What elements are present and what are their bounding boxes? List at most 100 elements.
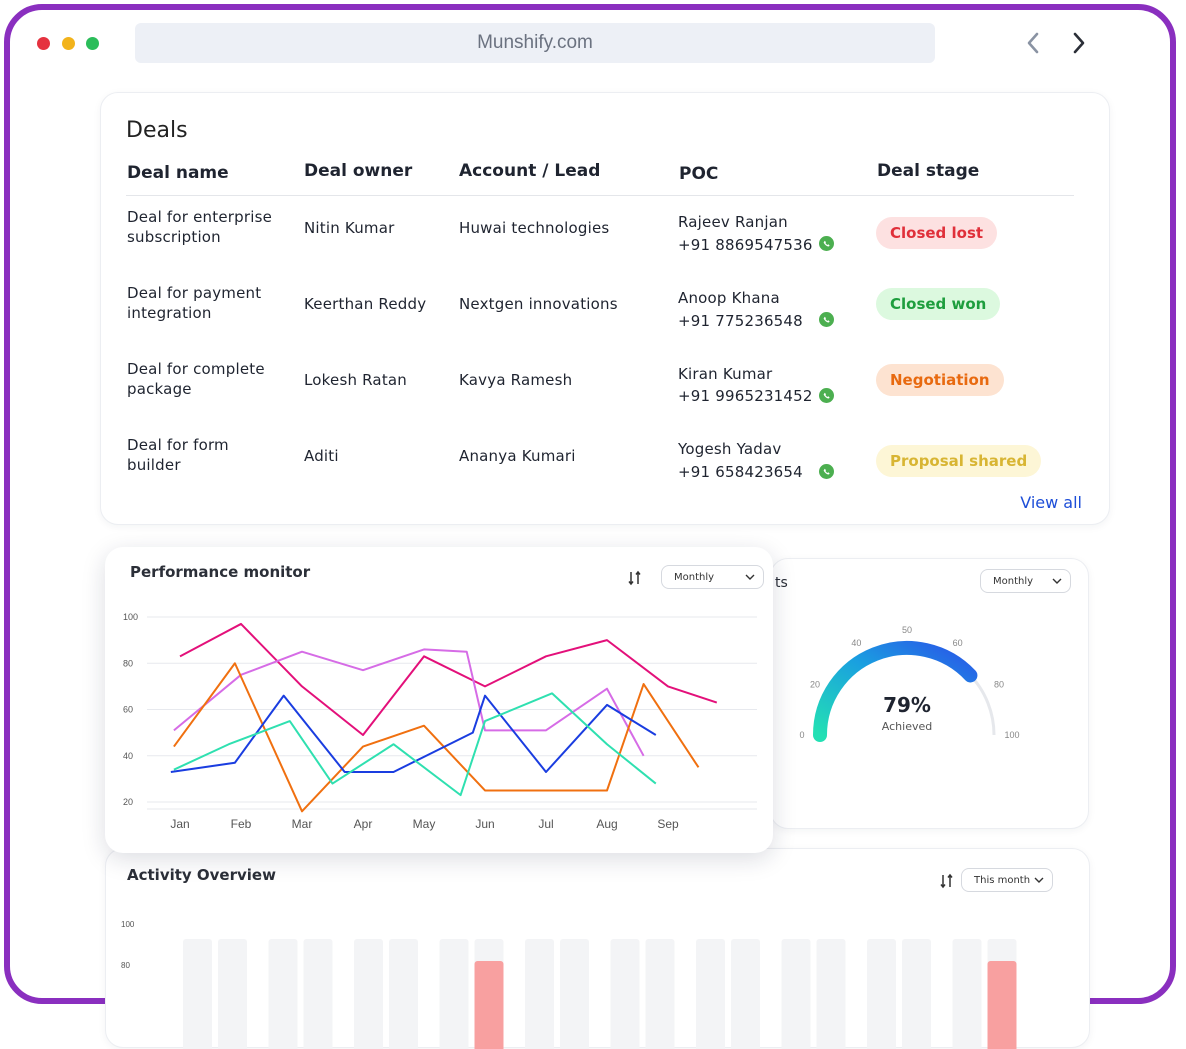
stage-badge: Closed lost — [876, 217, 998, 249]
target-gauge-card: ts Monthly 0 20 40 50 60 80 100 79% Achieved — [770, 558, 1089, 829]
whatsapp-icon[interactable] — [819, 312, 834, 327]
y-tick-label: 80 — [121, 961, 130, 970]
performance-line-chart: 100 80 60 40 20 Jan Feb Mar Apr May Jun Jul Aug Sep — [123, 612, 757, 831]
series-line-orange — [173, 662, 700, 813]
x-tick-label: Jun — [475, 817, 494, 831]
chevron-down-icon — [1052, 578, 1062, 584]
deal-name-line-1: Deal for complete — [127, 360, 265, 378]
deal-owner: Nitin Kumar — [304, 219, 395, 237]
deal-owner: Keerthan Reddy — [304, 295, 427, 313]
activity-bar-background — [816, 939, 846, 1049]
deal-name-line-1: Deal for payment — [127, 284, 262, 302]
gauge-value-arc — [813, 641, 978, 742]
poc-phone: +91 658423654 — [678, 463, 803, 481]
poc-phone: +91 9965231452 — [678, 387, 813, 405]
activity-bar-background — [268, 939, 298, 1049]
gauge-tick-label: 100 — [1004, 730, 1019, 740]
x-tick-label: Mar — [292, 817, 313, 831]
y-tick-label: 100 — [123, 612, 138, 622]
y-tick-label: 20 — [123, 797, 133, 807]
activity-bar-background — [867, 939, 896, 1049]
chevron-right-icon — [1073, 32, 1085, 54]
forward-button[interactable] — [1064, 28, 1094, 58]
activity-bar-background — [354, 939, 383, 1049]
deal-account: Nextgen innovations — [459, 295, 618, 313]
activity-bar-background — [696, 939, 725, 1049]
deal-name-line-2: subscription — [127, 228, 221, 246]
activity-bar-background — [560, 939, 589, 1049]
deal-name-line-1: Deal for form — [127, 436, 229, 454]
activity-bar-background — [610, 939, 640, 1049]
chevron-down-icon — [745, 574, 755, 580]
activity-bar-background — [781, 939, 811, 1049]
back-button[interactable] — [1018, 28, 1048, 58]
poc-name: Yogesh Yadav — [678, 440, 782, 458]
whatsapp-icon[interactable] — [819, 464, 834, 479]
poc-phone: +91 8869547536 — [678, 236, 813, 254]
whatsapp-icon[interactable] — [819, 388, 834, 403]
poc-name: Kiran Kumar — [678, 365, 773, 383]
activity-period-value: This month — [974, 874, 1031, 886]
activity-bar-background — [218, 939, 247, 1049]
activity-bar-chart: 100 80 — [121, 920, 1017, 1049]
maximize-window-dot[interactable] — [86, 37, 99, 50]
x-tick-label: Jul — [538, 817, 553, 831]
activity-bar-background — [303, 939, 333, 1049]
activity-period-select[interactable]: This month — [961, 868, 1053, 892]
x-tick-label: Feb — [231, 817, 252, 831]
close-window-dot[interactable] — [37, 37, 50, 50]
gauge-period-select[interactable]: Monthly — [980, 569, 1071, 593]
deal-account: Ananya Kumari — [459, 447, 576, 465]
gauge-card-title: ts — [775, 575, 788, 591]
stage-badge: Negotiation — [876, 364, 1004, 396]
poc-name: Anoop Khana — [678, 289, 780, 307]
stage-badge: Proposal shared — [876, 445, 1042, 477]
stage-badge: Closed won — [876, 288, 1001, 320]
url-bar[interactable]: Munshify.com — [135, 23, 935, 63]
header-divider — [126, 195, 1074, 196]
activity-bar-background — [183, 939, 212, 1049]
filter-icon[interactable] — [627, 570, 643, 586]
view-all-link[interactable]: View all — [1020, 493, 1082, 512]
performance-period-value: Monthly — [674, 571, 715, 583]
deal-owner: Lokesh Ratan — [304, 371, 408, 389]
gauge-tick-label: 80 — [994, 679, 1004, 689]
chevron-down-icon — [1034, 877, 1044, 883]
activity-bar-highlight — [987, 961, 1017, 1049]
y-tick-label: 100 — [121, 920, 135, 929]
gauge-period-value: Monthly — [993, 575, 1034, 587]
activity-bar-background — [389, 939, 418, 1049]
column-account-lead: Account / Lead — [459, 161, 601, 181]
performance-period-select[interactable]: Monthly — [661, 565, 764, 589]
activity-title: Activity Overview — [127, 866, 276, 884]
deal-account: Kavya Ramesh — [459, 371, 573, 389]
series-line-magenta — [179, 622, 718, 736]
x-tick-label: Sep — [657, 817, 679, 831]
activity-bar-background — [952, 939, 982, 1049]
gauge-chart: 0 20 40 50 60 80 100 79% Achieved — [799, 625, 1020, 742]
minimize-window-dot[interactable] — [62, 37, 75, 50]
column-deal-stage: Deal stage — [877, 161, 980, 181]
deal-name-line-2: integration — [127, 304, 212, 322]
chevron-left-icon — [1027, 32, 1039, 54]
activity-bar-background — [902, 939, 931, 1049]
x-tick-label: Aug — [596, 817, 617, 831]
column-deal-name: Deal name — [127, 163, 229, 183]
series-line-violet — [173, 648, 645, 757]
series-line-blue — [170, 694, 657, 773]
poc-name: Rajeev Ranjan — [678, 213, 788, 231]
column-deal-owner: Deal owner — [304, 161, 413, 181]
url-text: Munshify.com — [477, 32, 593, 53]
activity-overview-card: Activity Overview This month 100 80 — [105, 848, 1090, 1049]
gauge-tick-label: 60 — [953, 638, 963, 648]
gauge-tick-label: 50 — [902, 625, 912, 635]
poc-phone: +91 775236548 — [678, 312, 803, 330]
filter-icon[interactable] — [939, 873, 955, 889]
x-tick-label: May — [413, 817, 436, 831]
whatsapp-icon[interactable] — [819, 236, 834, 251]
gauge-value-label: 79% — [883, 693, 931, 717]
activity-bar-background — [645, 939, 675, 1049]
deal-account: Huwai technologies — [459, 219, 610, 237]
activity-bar-highlight — [474, 961, 504, 1049]
activity-bar-background — [439, 939, 469, 1049]
